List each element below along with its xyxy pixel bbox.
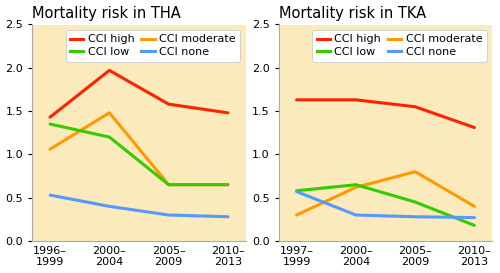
Legend: CCI high, CCI low, CCI moderate, CCI none: CCI high, CCI low, CCI moderate, CCI non… — [312, 30, 486, 62]
Text: Mortality risk in TKA: Mortality risk in TKA — [279, 5, 426, 20]
Legend: CCI high, CCI low, CCI moderate, CCI none: CCI high, CCI low, CCI moderate, CCI non… — [66, 30, 240, 62]
Text: Mortality risk in THA: Mortality risk in THA — [32, 5, 181, 20]
